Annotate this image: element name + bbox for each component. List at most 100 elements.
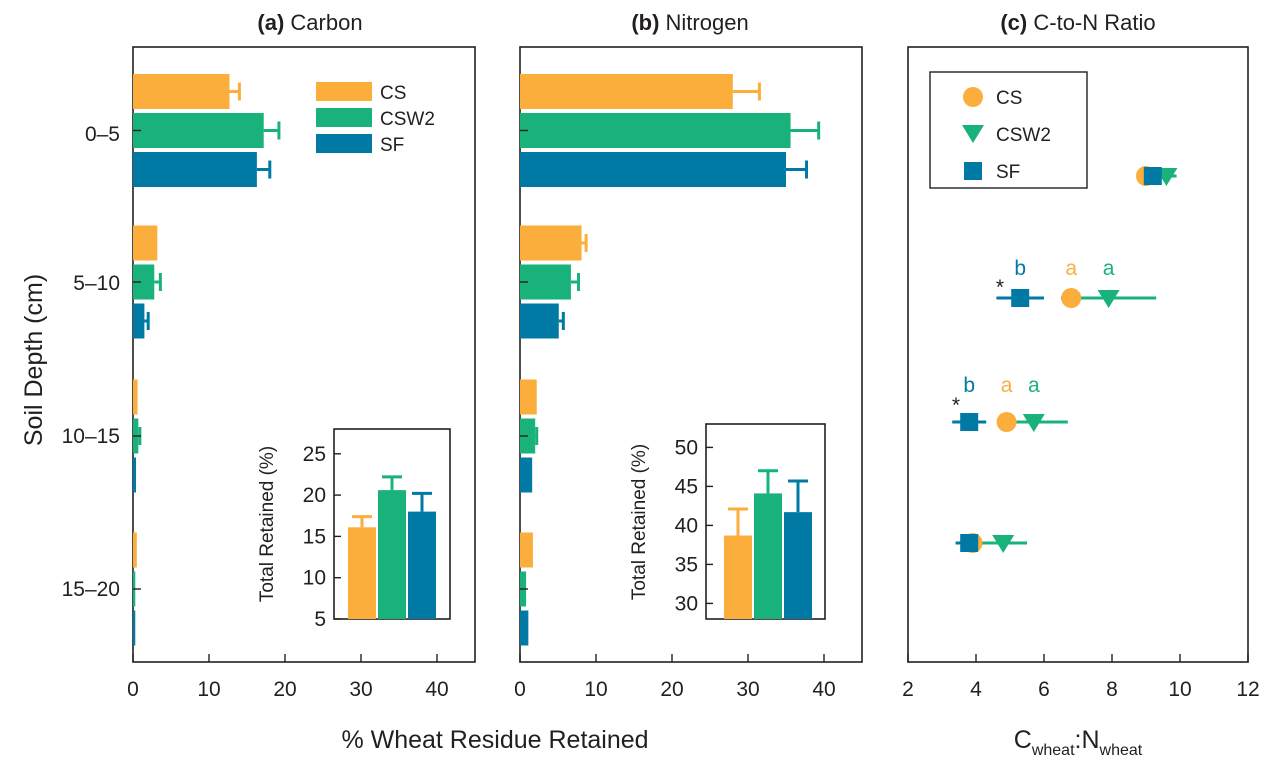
inset-y-tick-label: 20 bbox=[303, 484, 326, 507]
group-letter-sf: b bbox=[963, 374, 975, 397]
inset-y-tick-label: 40 bbox=[675, 514, 698, 537]
bar-sf bbox=[133, 303, 145, 339]
inset-y-tick-label: 45 bbox=[675, 475, 698, 498]
legend-label-sf: SF bbox=[996, 162, 1020, 183]
bar-cs bbox=[133, 532, 137, 568]
bar-csw2 bbox=[520, 113, 791, 148]
point-sf bbox=[1011, 289, 1030, 307]
group-letter-csw2: a bbox=[1103, 257, 1115, 280]
inset-y-tick-label: 5 bbox=[314, 608, 326, 631]
inset-bar-csw2 bbox=[378, 490, 406, 619]
inset-layer: 5 10 15 20 25 30 35 40 45 50 bbox=[303, 436, 812, 631]
x-tick-label: 8 bbox=[1106, 678, 1118, 701]
group-letter-csw2: a bbox=[1028, 374, 1040, 397]
bar-sf bbox=[520, 457, 533, 493]
x-tick-label: 10 bbox=[584, 678, 607, 701]
depth-label: 10–15 bbox=[62, 425, 120, 448]
x-tick-label: 20 bbox=[273, 678, 296, 701]
inset-y-tick-label: 30 bbox=[675, 592, 698, 615]
bar-cs bbox=[133, 225, 158, 261]
significance-star: * bbox=[996, 276, 1004, 299]
legend-swatch-sf bbox=[316, 134, 372, 153]
legend-label-sf: SF bbox=[380, 135, 404, 156]
legend-label-csw2: CSW2 bbox=[996, 125, 1051, 146]
legend-label-csw2: CSW2 bbox=[380, 109, 435, 130]
bar-sf bbox=[520, 303, 559, 339]
inset-bar-csw2 bbox=[754, 493, 782, 619]
bar-layer bbox=[133, 74, 821, 646]
bar-cs bbox=[133, 74, 230, 109]
x-tick-label: 30 bbox=[349, 678, 372, 701]
legend-label-cs: CS bbox=[380, 83, 406, 104]
depth-label: 5–10 bbox=[73, 272, 120, 295]
x-tick-label: 0 bbox=[127, 678, 139, 701]
group-letter-sf: b bbox=[1014, 257, 1026, 280]
panel-a-title: (a) Carbon bbox=[257, 10, 362, 35]
point-sf bbox=[1143, 167, 1162, 185]
legend-label-cs: CS bbox=[996, 88, 1022, 109]
panel-c-frame bbox=[907, 46, 1249, 663]
x-tick-label: 10 bbox=[197, 678, 220, 701]
inset-bar-cs bbox=[348, 527, 376, 619]
legend-box bbox=[929, 71, 1088, 189]
bar-sf bbox=[133, 152, 257, 187]
bar-csw2 bbox=[520, 264, 571, 300]
bar-cs bbox=[520, 74, 733, 109]
x-tick-label: 6 bbox=[1038, 678, 1050, 701]
depth-label: 15–20 bbox=[62, 578, 120, 601]
panel-b-frame bbox=[519, 46, 863, 663]
x-tick-label: 4 bbox=[970, 678, 982, 701]
x-tick-label: 0 bbox=[514, 678, 526, 701]
inset-y-tick-label: 50 bbox=[675, 436, 698, 459]
point-csw2 bbox=[1022, 414, 1045, 432]
inset-b-y-label: Total Retained (%) bbox=[629, 444, 650, 600]
x-axis-label: % Wheat Residue Retained bbox=[341, 726, 648, 754]
x-tick-label: 10 bbox=[1168, 678, 1191, 701]
panel-c-x-axis-label: Cwheat:Nwheat bbox=[1014, 726, 1143, 759]
axis-layer: 0 10 20 30 40 0 10 20 30 40 2 4 6 8 10 12 bbox=[127, 129, 1260, 701]
point-csw2 bbox=[992, 535, 1015, 553]
significance-star: * bbox=[952, 394, 960, 417]
x-tick-label: 12 bbox=[1236, 678, 1259, 701]
x-tick-label: 2 bbox=[902, 678, 914, 701]
inset-y-tick-label: 10 bbox=[303, 567, 326, 590]
bar-cs bbox=[520, 379, 537, 415]
x-tick-label: 20 bbox=[660, 678, 683, 701]
point-cs bbox=[996, 412, 1017, 432]
y-axis-label: Soil Depth (cm) bbox=[20, 274, 48, 446]
x-tick-label: 40 bbox=[425, 678, 448, 701]
inset-bar-cs bbox=[724, 535, 752, 619]
inset-bar-sf bbox=[408, 511, 436, 619]
bar-cs bbox=[520, 532, 533, 568]
bar-csw2 bbox=[133, 264, 155, 300]
panel-a-frame bbox=[132, 46, 476, 663]
point-sf bbox=[960, 534, 979, 552]
bar-sf bbox=[520, 610, 529, 646]
bar-csw2 bbox=[133, 113, 264, 148]
bar-cs bbox=[133, 379, 138, 415]
point-csw2 bbox=[1097, 290, 1120, 308]
legend-panel-a: CS CSW2 SF bbox=[316, 82, 435, 156]
legend-panel-c: CS CSW2 SF bbox=[929, 71, 1088, 189]
point-sf bbox=[960, 413, 979, 431]
bar-cs bbox=[520, 225, 582, 261]
bar-sf bbox=[133, 457, 137, 493]
x-tick-label: 40 bbox=[812, 678, 835, 701]
legend-marker-csw2 bbox=[962, 125, 984, 143]
inset-y-tick-label: 25 bbox=[303, 443, 326, 466]
point-cs bbox=[1061, 288, 1082, 308]
legend-marker-sf bbox=[964, 162, 982, 180]
panel-c-title: (c) C-to-N Ratio bbox=[1000, 10, 1155, 35]
legend-swatch-csw2 bbox=[316, 108, 372, 127]
inset-a-y-label: Total Retained (%) bbox=[257, 446, 278, 602]
group-letter-cs: a bbox=[1065, 257, 1077, 280]
x-tick-label: 30 bbox=[736, 678, 759, 701]
inset-bar-sf bbox=[784, 512, 812, 619]
bar-sf bbox=[133, 610, 136, 646]
bar-sf bbox=[520, 152, 786, 187]
panel-b-title: (b) Nitrogen bbox=[631, 10, 748, 35]
inset-y-tick-label: 35 bbox=[675, 553, 698, 576]
group-letter-cs: a bbox=[1001, 374, 1013, 397]
